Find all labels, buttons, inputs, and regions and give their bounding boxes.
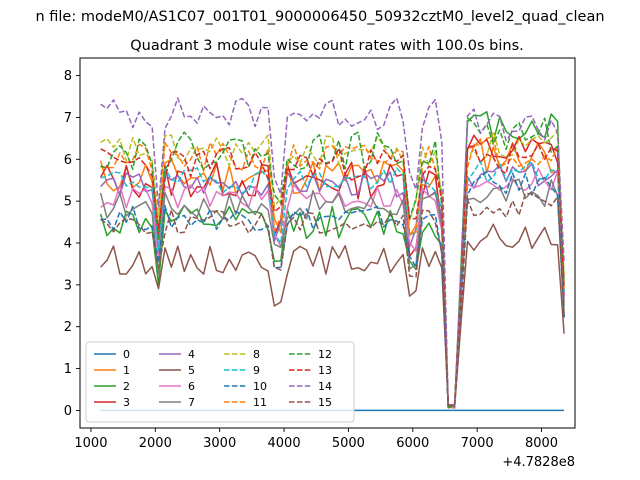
x-tick-label-4000: 4000 — [268, 436, 301, 451]
legend-label-10: 10 — [253, 380, 267, 393]
x-tick-label-8000: 8000 — [525, 436, 558, 451]
y-tick-label-0: 0 — [64, 404, 72, 419]
series-line-15 — [100, 192, 565, 407]
y-tick-label-1: 1 — [64, 362, 72, 377]
y-tick-label-8: 8 — [64, 69, 72, 84]
legend-label-6: 6 — [188, 380, 195, 393]
x-tick-label-5000: 5000 — [332, 436, 365, 451]
y-tick-label-2: 2 — [64, 320, 72, 335]
legend-label-9: 9 — [253, 364, 260, 377]
series-line-8 — [100, 130, 565, 409]
x-tick-label-1000: 1000 — [74, 436, 107, 451]
legend-label-4: 4 — [188, 348, 195, 361]
x-tick-label-2000: 2000 — [139, 436, 172, 451]
series-line-5 — [100, 223, 565, 409]
legend-label-13: 13 — [318, 364, 332, 377]
series-line-7 — [99, 178, 565, 407]
legend-label-8: 8 — [253, 348, 260, 361]
x-offset-label: +4.7828e8 — [502, 455, 575, 470]
y-tick-label-5: 5 — [64, 195, 72, 210]
series-line-13 — [100, 142, 565, 407]
y-tick-label-3: 3 — [64, 278, 72, 293]
y-tick-label-4: 4 — [64, 237, 72, 252]
legend-label-15: 15 — [318, 396, 332, 409]
y-axis: 0 1 2 3 4 5 6 7 8 — [64, 69, 80, 419]
legend-label-14: 14 — [318, 380, 332, 393]
legend-label-7: 7 — [188, 396, 195, 409]
chart-title: Quadrant 3 module wise count rates with … — [130, 38, 524, 54]
x-tick-label-7000: 7000 — [461, 436, 494, 451]
legend-label-5: 5 — [188, 364, 195, 377]
x-tick-label-6000: 6000 — [396, 436, 429, 451]
series-line-14 — [100, 97, 565, 408]
legend-label-1: 1 — [123, 364, 130, 377]
series-line-10 — [100, 171, 565, 408]
plot-lines — [99, 97, 565, 412]
series-line-3 — [99, 134, 565, 409]
legend-box — [85, 341, 355, 423]
x-tick-label-3000: 3000 — [203, 436, 236, 451]
legend-label-11: 11 — [253, 396, 267, 409]
x-axis: 1000 2000 3000 4000 5000 6000 7000 8000 — [74, 428, 558, 451]
legend-label-2: 2 — [123, 380, 130, 393]
y-tick-label-7: 7 — [64, 111, 72, 126]
series-line-11 — [100, 136, 565, 409]
figure-suptitle: n file: modeM0/AS1C07_001T01_9000006450_… — [35, 9, 604, 25]
y-tick-label-6: 6 — [64, 153, 72, 168]
legend-label-0: 0 — [123, 348, 130, 361]
legend-label-3: 3 — [123, 396, 130, 409]
legend-label-12: 12 — [318, 348, 332, 361]
